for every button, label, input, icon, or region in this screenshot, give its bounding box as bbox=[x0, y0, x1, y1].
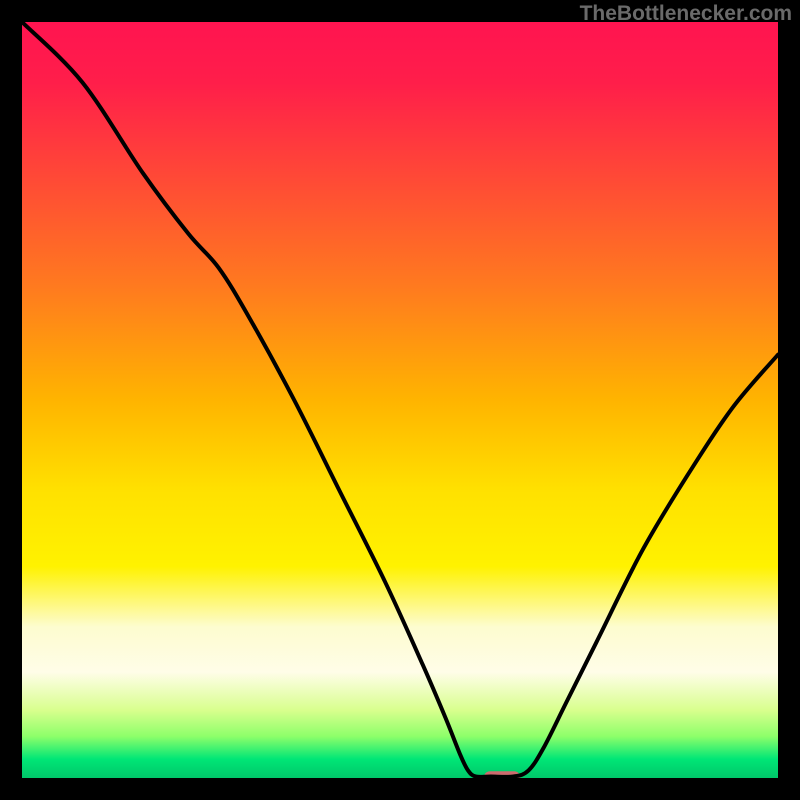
chart-gradient-background bbox=[22, 22, 778, 778]
bottleneck-chart: TheBottlenecker.com bbox=[0, 0, 800, 800]
chart-canvas bbox=[0, 0, 800, 800]
attribution-text: TheBottlenecker.com bbox=[580, 2, 792, 26]
